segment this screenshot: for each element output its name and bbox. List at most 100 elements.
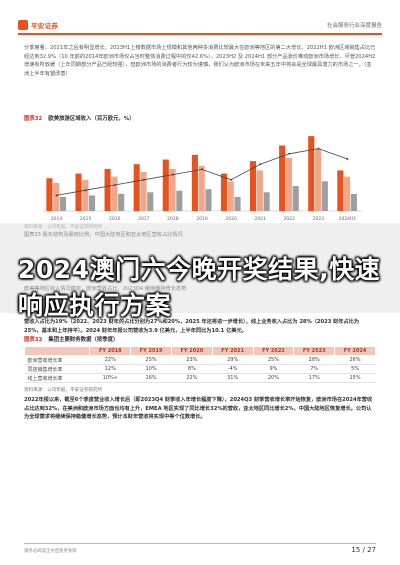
table-cell: 10% bbox=[130, 364, 172, 374]
table-cell: 10%+ bbox=[89, 373, 131, 383]
x-tick-label: 2019 bbox=[196, 216, 208, 222]
chart-line-point bbox=[142, 178, 145, 181]
footer-disclaimer: 请务必阅读正文后免责条款 bbox=[24, 549, 77, 554]
chart-bar bbox=[250, 161, 257, 211]
table-cell: 16% bbox=[130, 373, 172, 383]
table-cell: 9% bbox=[253, 364, 294, 374]
chart-bar bbox=[344, 176, 351, 211]
page-number: 15 / 27 bbox=[351, 546, 376, 554]
table-cell: 17% bbox=[293, 373, 335, 383]
table-row: 同店销售增长率 12% 10% 8% -4% 9% 7% 5% bbox=[24, 364, 376, 374]
chart-bar bbox=[234, 196, 241, 211]
chart-line-point bbox=[84, 189, 87, 192]
chart-bar bbox=[140, 172, 147, 211]
chart-line-point bbox=[346, 158, 349, 160]
chart-bar bbox=[111, 176, 118, 211]
header-divider bbox=[18, 33, 382, 35]
table-header-cell: FY 2018 bbox=[89, 346, 132, 356]
table-source: 资料来源：公司年报，平安证券研究所 bbox=[24, 388, 103, 393]
chart-bar bbox=[176, 190, 183, 211]
chart-bar bbox=[46, 178, 53, 211]
x-tick-label: 2022 bbox=[284, 216, 296, 222]
table-row: 线上营收增长率 10%+ 16% 22% 31% 20% 17% 15% bbox=[24, 373, 376, 383]
chart-bar bbox=[292, 186, 299, 211]
chart-bar bbox=[256, 170, 263, 211]
table-header-cell: FY 2021 bbox=[211, 346, 254, 356]
table-cell: 23% bbox=[171, 355, 213, 365]
chart-line-point bbox=[230, 178, 233, 181]
chart-bar bbox=[89, 195, 96, 211]
table-cell: 12% bbox=[89, 364, 131, 374]
chart-bar bbox=[162, 159, 169, 211]
content-overlay: 图表33 股东结构及股权比例，中国大陆地区和亚太地区营收占比情况 欧美等地区收入… bbox=[0, 223, 400, 313]
chart-line-point bbox=[317, 147, 320, 150]
table-title: 图表33 集团主要财务数据（按季度） bbox=[24, 333, 376, 344]
x-tick-label: 2015 bbox=[80, 216, 92, 222]
chart-line-point bbox=[113, 184, 116, 186]
x-tick-label: 2024H1 bbox=[339, 216, 357, 222]
chart-bar bbox=[133, 164, 140, 211]
chart-bar bbox=[104, 168, 111, 211]
chart-bar bbox=[118, 193, 125, 211]
chart-bar bbox=[59, 196, 67, 211]
revenue-bar-chart: 2014 2015 2016 2017 2018 2019 2020 2021 2022 2023… bbox=[42, 136, 362, 222]
table-cell: 26% bbox=[334, 355, 376, 365]
chart-bar bbox=[191, 154, 198, 211]
table-cell: 8% bbox=[171, 364, 213, 374]
chart-bar bbox=[198, 165, 205, 211]
table-cell: 欧洲营收增长率 bbox=[24, 355, 90, 365]
ghost-line: 同比公司主要数据如下表所示，市场目前处于稳定增长阶段 bbox=[24, 296, 159, 302]
logo-text: 平安证券 bbox=[31, 21, 59, 30]
table-cell: 5% bbox=[334, 364, 376, 374]
chart-bar bbox=[220, 173, 228, 211]
x-tick-label: 2021 bbox=[254, 216, 266, 222]
table-cell: 29% bbox=[212, 355, 254, 365]
table-cell: 25% bbox=[253, 355, 294, 365]
table-cell: 31% bbox=[212, 373, 254, 383]
headline-banner: 2024澳门六今晚开奖结果,快速响应执行方案 bbox=[18, 255, 381, 320]
ghost-line: 图表33 股东结构及股权比例，中国大陆地区和亚太地区营收占比情况 bbox=[24, 232, 183, 238]
chart-line-point bbox=[201, 168, 203, 171]
chart-line-point bbox=[55, 194, 58, 197]
x-tick-label: 2018 bbox=[167, 216, 179, 222]
x-tick-label: 2016 bbox=[109, 216, 121, 222]
footer-divider bbox=[24, 543, 376, 544]
chart-bar bbox=[279, 145, 286, 211]
outro-paragraph: 2022年报以来，截至6个季度营业收入增长后（即2023Q4 财季收入年增长幅度… bbox=[24, 397, 373, 421]
table-row: 欧洲营收增长率 22% 25% 23% 29% 25% 28% 26% bbox=[24, 355, 376, 365]
table-number: 图表33 bbox=[24, 336, 43, 343]
table-cell: 20% bbox=[253, 373, 294, 383]
chart-bar bbox=[308, 136, 315, 211]
chart-bar bbox=[169, 168, 176, 211]
chart-bar bbox=[205, 189, 212, 211]
chart-bar bbox=[314, 148, 322, 211]
figure-caption: 欧美旅游区域收入（百万欧元，%） bbox=[48, 115, 135, 122]
intro-paragraph: 分季度看，2021年之后有明显增长，2023H1上榜数据市场上规模和其他两种多消… bbox=[24, 45, 376, 77]
chart-line-point bbox=[259, 163, 262, 166]
table-cell: -4% bbox=[212, 364, 254, 374]
table-header-cell: FY 2022 bbox=[252, 346, 295, 356]
chart-bar bbox=[227, 181, 234, 211]
chart-line-point bbox=[171, 173, 174, 176]
chart-bar bbox=[350, 193, 357, 211]
x-tick-label: 2020 bbox=[225, 216, 237, 222]
table-header-cell: FY 2024 bbox=[334, 346, 376, 356]
figure-number: 图表32 bbox=[24, 115, 43, 122]
chart-bar bbox=[75, 173, 82, 211]
page-header: 平安证券 社会服务行业深度报告 bbox=[0, 0, 400, 40]
chart-bar bbox=[82, 179, 89, 211]
x-tick-label: 2017 bbox=[138, 216, 150, 222]
table-cell: 22% bbox=[171, 373, 213, 383]
table-header-cell bbox=[23, 346, 91, 356]
chart-bar bbox=[53, 182, 60, 211]
figure-title: 图表32 欧美旅游区域收入（百万欧元，%） bbox=[24, 112, 376, 123]
x-tick-label: 2023 bbox=[313, 216, 325, 222]
chart-bar bbox=[263, 192, 270, 211]
chart-line-point bbox=[288, 152, 291, 155]
chart-bar bbox=[285, 157, 292, 211]
chart-bar bbox=[337, 170, 344, 211]
table-cell: 同店销售增长率 bbox=[24, 364, 90, 374]
company-logo: 平安证券 bbox=[18, 19, 76, 30]
table-cell: 22% bbox=[89, 355, 131, 365]
logo-mark-icon bbox=[18, 19, 28, 30]
